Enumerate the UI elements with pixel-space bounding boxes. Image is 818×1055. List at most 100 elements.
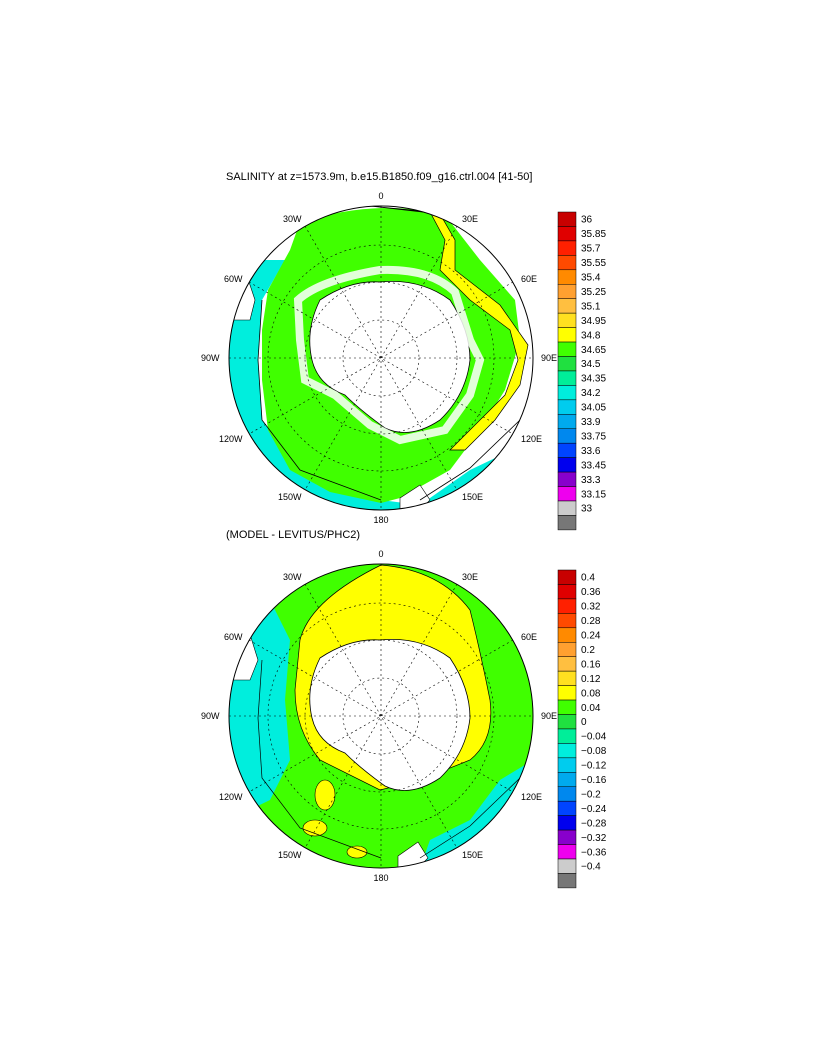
colorbar-2-swatch: [557, 656, 577, 672]
colorbar-2-swatch: [557, 829, 577, 845]
map-1-ice-shelf: [293, 265, 485, 445]
panel-1-title: SALINITY at z=1573.9m, b.e15.B1850.f09_g…: [226, 171, 533, 183]
colorbar-1-swatch: [557, 486, 577, 502]
colorbar-1-label: 33: [581, 504, 593, 515]
lon-label-90e-p2: 90E: [541, 711, 557, 721]
map-1: 0 180 90W 90E 30W 60W 30E 60E 120W 150W …: [201, 191, 557, 525]
colorbar-1-swatch: [557, 255, 577, 271]
lon-label-0-p2: 0: [378, 549, 383, 559]
lon-label-150e: 150E: [462, 492, 483, 502]
colorbar-2-swatch: [557, 800, 577, 816]
colorbar-2-label: −0.2: [581, 789, 601, 800]
colorbar-2-label: 0.4: [581, 573, 595, 584]
colorbar-2-swatch: [557, 772, 577, 787]
colorbar-1-swatch: [557, 442, 577, 458]
colorbar-1-swatch: [557, 226, 577, 242]
colorbar-1-label: 35.85: [581, 229, 606, 240]
map-2-yellow-spot-3: [346, 845, 368, 859]
colorbar-2-label: 0.08: [581, 688, 601, 699]
colorbar-1-label: 33.9: [581, 417, 601, 428]
colorbar-1-label: 33.15: [581, 489, 606, 500]
colorbar-2-label: −0.28: [581, 818, 607, 829]
colorbar-2-swatch: [557, 757, 577, 773]
colorbar-1-swatch: [557, 211, 577, 227]
lon-label-120w: 120W: [219, 434, 243, 444]
map-2-antarctica: [309, 639, 471, 791]
colorbar-2-label: −0.24: [581, 804, 607, 815]
colorbar-2-swatch: [557, 815, 577, 831]
colorbar-1-label: 34.65: [581, 345, 606, 356]
colorbar-2-label: −0.4: [581, 862, 601, 873]
colorbar-1-swatch: [557, 370, 577, 386]
colorbar-1-label: 34.05: [581, 403, 606, 414]
colorbar-1-swatch: [557, 500, 577, 516]
colorbar-1-label: 34.8: [581, 330, 601, 341]
colorbar-1-swatch: [557, 471, 577, 487]
colorbar-2-label: −0.16: [581, 775, 607, 786]
colorbar-1-label: 35.25: [581, 287, 606, 298]
colorbar-1-swatch: [557, 399, 577, 415]
colorbar-1-label: 34.35: [581, 374, 606, 385]
map-1-antarctica: [309, 281, 471, 433]
colorbar-1-label: 33.45: [581, 460, 606, 471]
colorbar-2-swatch: [557, 858, 577, 874]
lon-label-30e-p2: 30E: [462, 572, 478, 582]
colorbar-1-swatch: [557, 457, 577, 473]
map-1-yellow-band: [369, 206, 529, 451]
colorbar-2-swatch: [557, 728, 577, 744]
colorbar-2-swatch: [557, 786, 577, 802]
colorbar-2: 0.4 0.36 0.32 0.28 0.24 0.2 0.16 0.12 0.08 0.04 0 −…: [557, 569, 607, 889]
lon-label-90w: 90W: [201, 353, 220, 363]
colorbar-2-label: −0.08: [581, 746, 607, 757]
lon-label-30w: 30W: [283, 214, 302, 224]
lon-label-30e: 30E: [462, 214, 478, 224]
colorbar-1-label: 35.55: [581, 258, 606, 269]
colorbar-2-swatch: [557, 844, 577, 860]
colorbar-2-label: 0.36: [581, 587, 601, 598]
colorbar-2-label: 0.12: [581, 674, 601, 685]
colorbar-1-swatch: [557, 327, 577, 343]
colorbar-1-swatch: [557, 385, 577, 401]
colorbar-2-swatch: [557, 627, 577, 643]
colorbar-1-swatch: [557, 269, 577, 285]
colorbar-2-label: −0.04: [581, 732, 607, 743]
colorbar-2-swatch: [557, 670, 577, 686]
colorbar-1-swatch: [557, 341, 577, 357]
colorbar-1: 36 35.85 35.7 35.55 35.4 35.25 35.1 34.95 34.8 34…: [557, 211, 606, 531]
colorbar-1-label: 34.5: [581, 359, 601, 370]
colorbar-2-label: 0.2: [581, 645, 595, 656]
colorbar-2-label: 0.16: [581, 659, 601, 670]
lon-label-60w-p2: 60W: [224, 632, 243, 642]
colorbar-1-swatch: [557, 312, 577, 328]
colorbar-1-swatch: [557, 428, 577, 444]
colorbar-1-label: 34.2: [581, 388, 601, 399]
colorbar-1-label: 35.4: [581, 273, 601, 284]
colorbar-2-swatch: [557, 613, 577, 629]
colorbar-2-label: −0.32: [581, 833, 607, 844]
colorbar-2-label: 0.24: [581, 631, 601, 642]
colorbar-2-swatch: [557, 598, 577, 614]
lon-label-120w-p2: 120W: [219, 792, 243, 802]
map-2-yellow-spot-2: [302, 819, 328, 837]
colorbar-1-label: 33.3: [581, 475, 601, 486]
lon-label-180-p2: 180: [373, 873, 388, 883]
colorbar-2-swatch: [557, 642, 577, 657]
map-2: 0 180 90W 90E 30W 60W 30E 60E 120W 150W …: [201, 549, 557, 883]
colorbar-1-swatch: [557, 240, 577, 256]
colorbar-2-swatch: [557, 584, 577, 600]
colorbar-1-label: 35.1: [581, 301, 601, 312]
lon-label-150w: 150W: [278, 492, 302, 502]
colorbar-1-swatch: [557, 284, 577, 299]
lon-label-120e-p2: 120E: [521, 792, 542, 802]
colorbar-2-label: −0.36: [581, 847, 607, 858]
colorbar-1-label: 34.95: [581, 316, 606, 327]
colorbar-1-label: 33.75: [581, 431, 606, 442]
colorbar-1-label: 33.6: [581, 446, 601, 457]
lon-label-0: 0: [378, 191, 383, 201]
lon-label-60w: 60W: [224, 274, 243, 284]
colorbar-2-label: 0: [581, 717, 587, 728]
lon-label-150w-p2: 150W: [278, 850, 302, 860]
lon-label-180: 180: [373, 515, 388, 525]
map-2-yellow-spot-1: [314, 779, 336, 811]
